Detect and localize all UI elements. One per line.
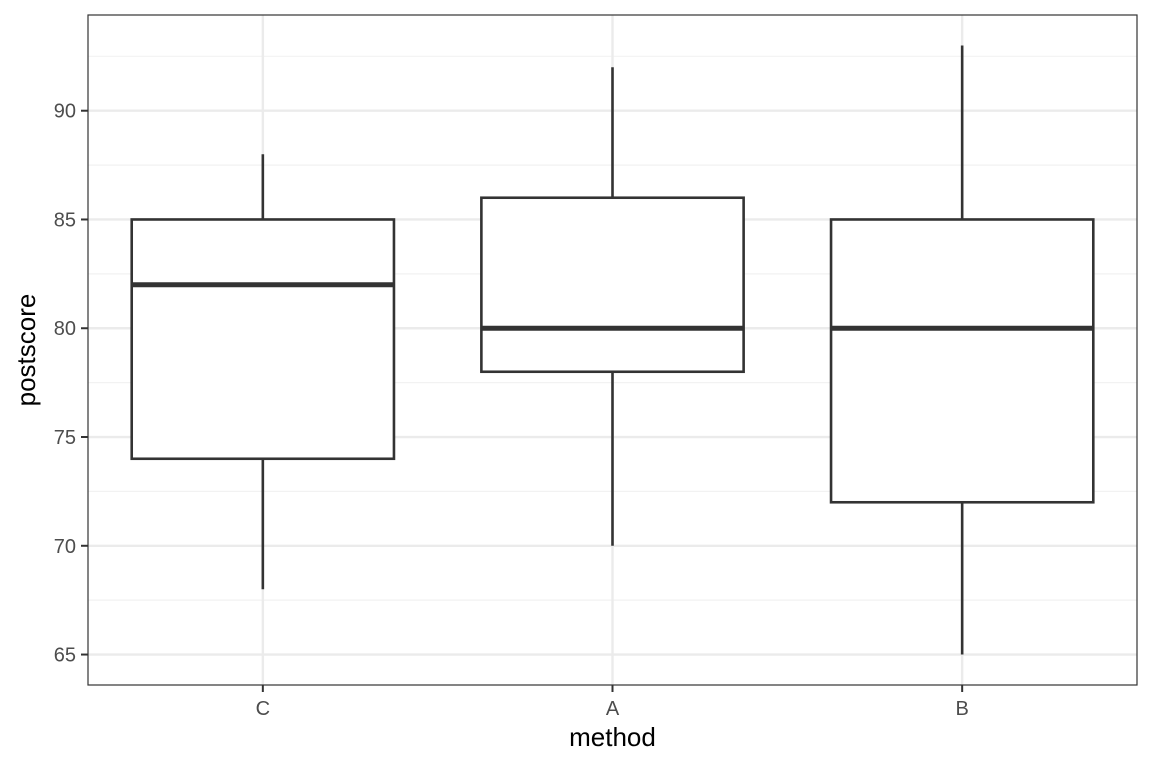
axes: 65 70 75 80 85 90 C A B [54, 101, 969, 720]
box-body [480, 196, 745, 374]
y-tick-label: 85 [54, 209, 76, 231]
y-axis-title: postscore [11, 294, 41, 407]
y-tick-label: 75 [54, 427, 76, 449]
x-axis-title: method [569, 722, 656, 752]
box-C [130, 154, 396, 590]
box-body [130, 218, 396, 461]
x-tick-label: A [606, 698, 620, 720]
box-B [829, 45, 1095, 655]
y-tick-label: 70 [54, 536, 76, 558]
y-tick-label: 80 [54, 318, 76, 340]
x-tick-label: C [256, 698, 270, 720]
boxes [130, 45, 1095, 655]
box-body [829, 218, 1095, 504]
y-tick-label: 90 [54, 101, 76, 123]
box-A [480, 67, 745, 546]
x-tick-label: B [955, 698, 968, 720]
y-tick-label: 65 [54, 645, 76, 667]
